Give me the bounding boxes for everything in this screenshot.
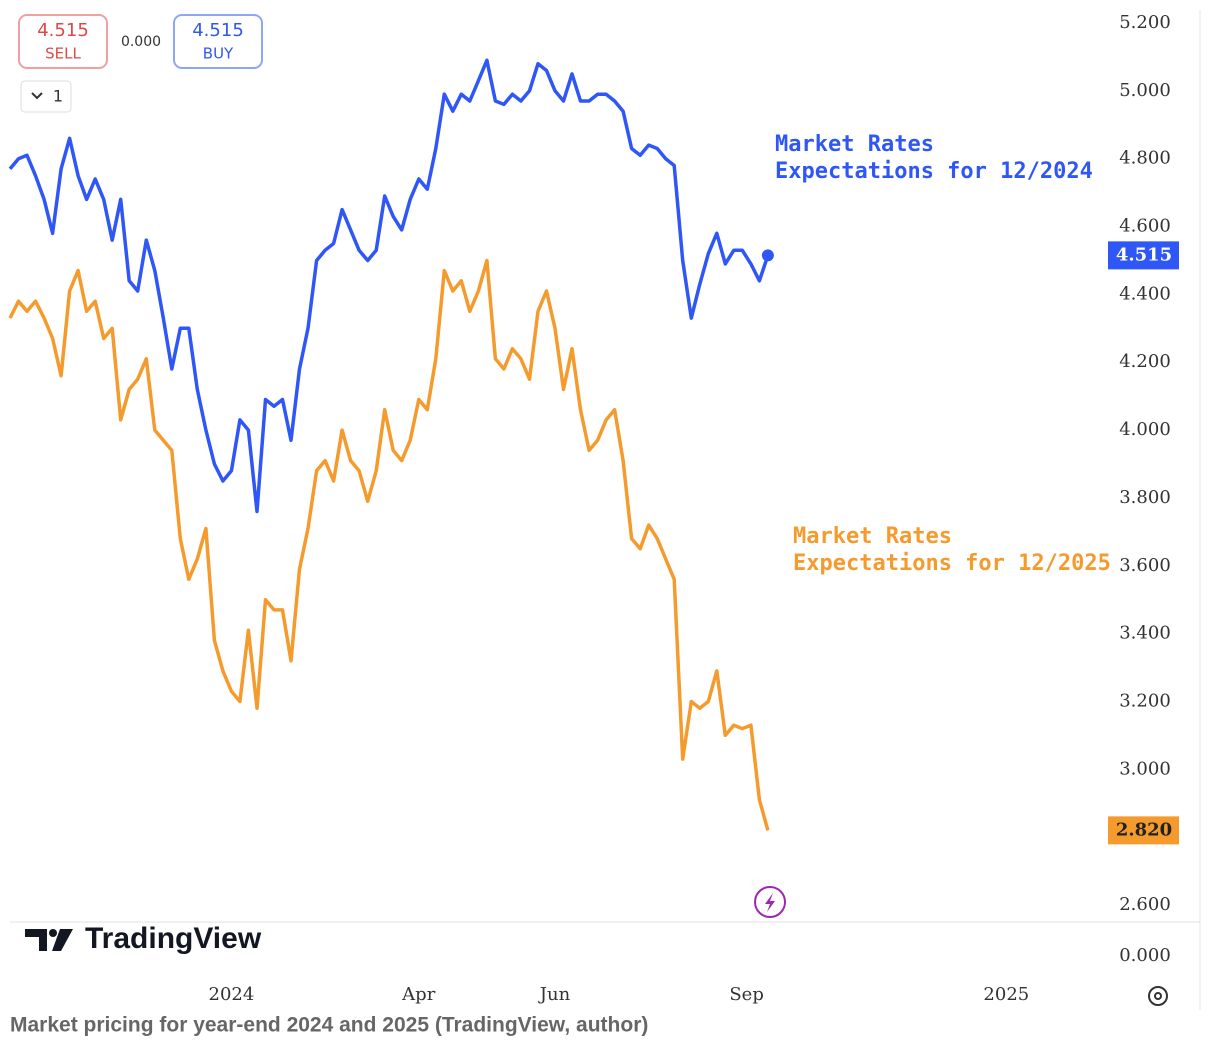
y-tick-label: 3.000 (1119, 758, 1171, 779)
series-annotation: Expectations for 12/2024 (775, 159, 1093, 184)
volume-axis-label: 0.000 (1119, 945, 1171, 966)
sell-price: 4.515 (37, 20, 89, 41)
buy-button[interactable] (173, 14, 263, 69)
y-tick-label: 4.600 (1119, 216, 1171, 237)
y-tick-label: 3.600 (1119, 555, 1171, 576)
caption: Market pricing for year-end 2024 and 202… (10, 1014, 648, 1037)
x-tick-label: Apr (401, 984, 436, 1005)
series-annotation: Expectations for 12/2025 (793, 551, 1111, 576)
x-tick-label: Sep (729, 984, 764, 1005)
buy-label: BUY (203, 45, 234, 63)
x-tick-label: 2025 (983, 984, 1029, 1005)
spread: 0.000 (121, 34, 161, 50)
sell-label: SELL (45, 45, 81, 63)
y-tick-label: 5.200 (1119, 12, 1171, 33)
y-tick-label: 4.400 (1119, 283, 1171, 304)
price-tag-label: 2.820 (1116, 819, 1172, 840)
y-tick-label: 4.200 (1119, 351, 1171, 372)
logo-text: TradingView (85, 922, 262, 955)
x-tick-label: Jun (538, 984, 571, 1005)
event-icon-bolt (765, 893, 775, 912)
y-tick-label: 3.400 (1119, 623, 1171, 644)
settings-icon-center (1154, 992, 1162, 1000)
logo-icon (25, 929, 73, 951)
y-tick-label: 5.000 (1119, 80, 1171, 101)
y-tick-label: 2.600 (1119, 894, 1171, 915)
y-tick-label: 3.200 (1119, 690, 1171, 711)
price-tag (1108, 241, 1179, 270)
price-tag (1108, 816, 1179, 845)
interval-dropdown[interactable] (20, 80, 72, 113)
x-tick-label: 2024 (209, 984, 255, 1005)
y-tick-label: 3.800 (1119, 487, 1171, 508)
series-annotation: Market Rates (793, 524, 952, 549)
series-annotation: Market Rates (775, 132, 934, 157)
buy-price: 4.515 (192, 20, 244, 41)
y-tick-label: 4.000 (1119, 419, 1171, 440)
sell-button[interactable] (18, 14, 108, 69)
price-tag-label: 4.515 (1116, 244, 1172, 265)
end-dot (761, 249, 774, 262)
settings-icon[interactable] (1148, 986, 1168, 1006)
y-tick-label: 4.800 (1119, 148, 1171, 169)
interval: 1 (53, 87, 63, 106)
series-line (8, 258, 770, 831)
series-line (8, 58, 770, 514)
dropdown-chevron (31, 92, 43, 100)
